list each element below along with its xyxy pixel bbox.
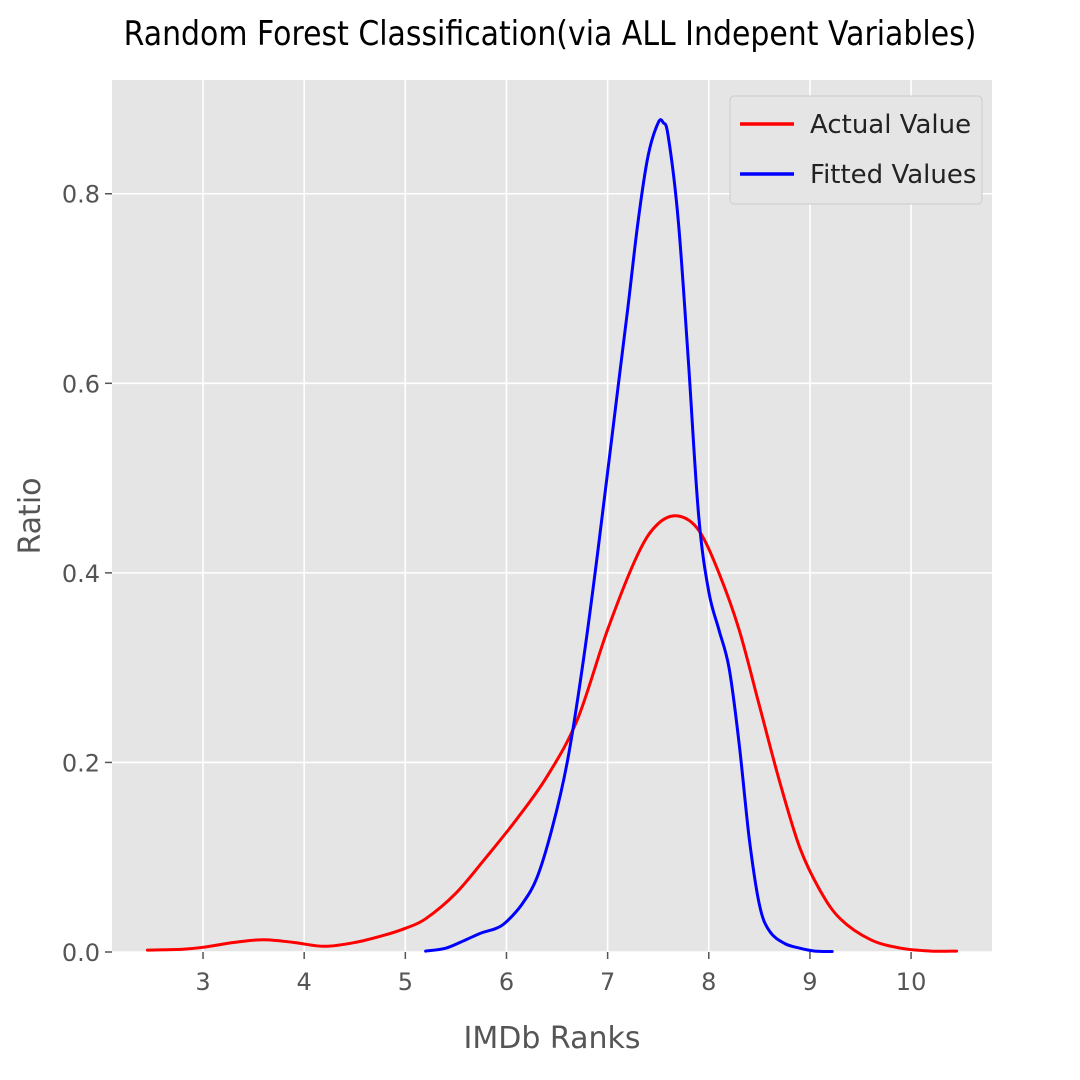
- x-tick-label: 8: [701, 968, 716, 996]
- series-line-fitted-values: [424, 118, 834, 953]
- y-tick-label: 0.0: [62, 939, 100, 967]
- x-tick-label: 3: [195, 968, 210, 996]
- legend-label-actual-value: Actual Value: [810, 110, 971, 140]
- x-tick-label: 10: [896, 968, 927, 996]
- series-line-actual-value: [145, 514, 959, 953]
- y-tick-label: 0.2: [62, 749, 100, 777]
- legend-label-fitted-values: Fitted Values: [810, 160, 976, 190]
- y-tick-label: 0.8: [62, 181, 100, 209]
- chart-title: Random Forest Classification(via ALL Ind…: [123, 14, 977, 54]
- grid-lines: [112, 80, 992, 953]
- legend: Actual Value Fitted Values: [729, 95, 983, 205]
- y-axis-label: Ratio: [13, 477, 48, 554]
- x-axis-label: IMDb Ranks: [464, 1021, 641, 1056]
- y-tick-label: 0.6: [62, 370, 100, 398]
- x-tick-label: 6: [499, 968, 514, 996]
- x-tick-label: 9: [802, 968, 817, 996]
- y-tick-label: 0.4: [62, 560, 100, 588]
- x-tick-label: 7: [600, 968, 615, 996]
- x-tick-label: 5: [398, 968, 413, 996]
- axis-ticks: 3 4 5 6 7 8 9 10 0.0 0.2 0.4 0.6 0.8: [62, 181, 927, 996]
- plot-area: [112, 80, 992, 952]
- x-tick-label: 4: [297, 968, 312, 996]
- series-layer: [145, 118, 959, 953]
